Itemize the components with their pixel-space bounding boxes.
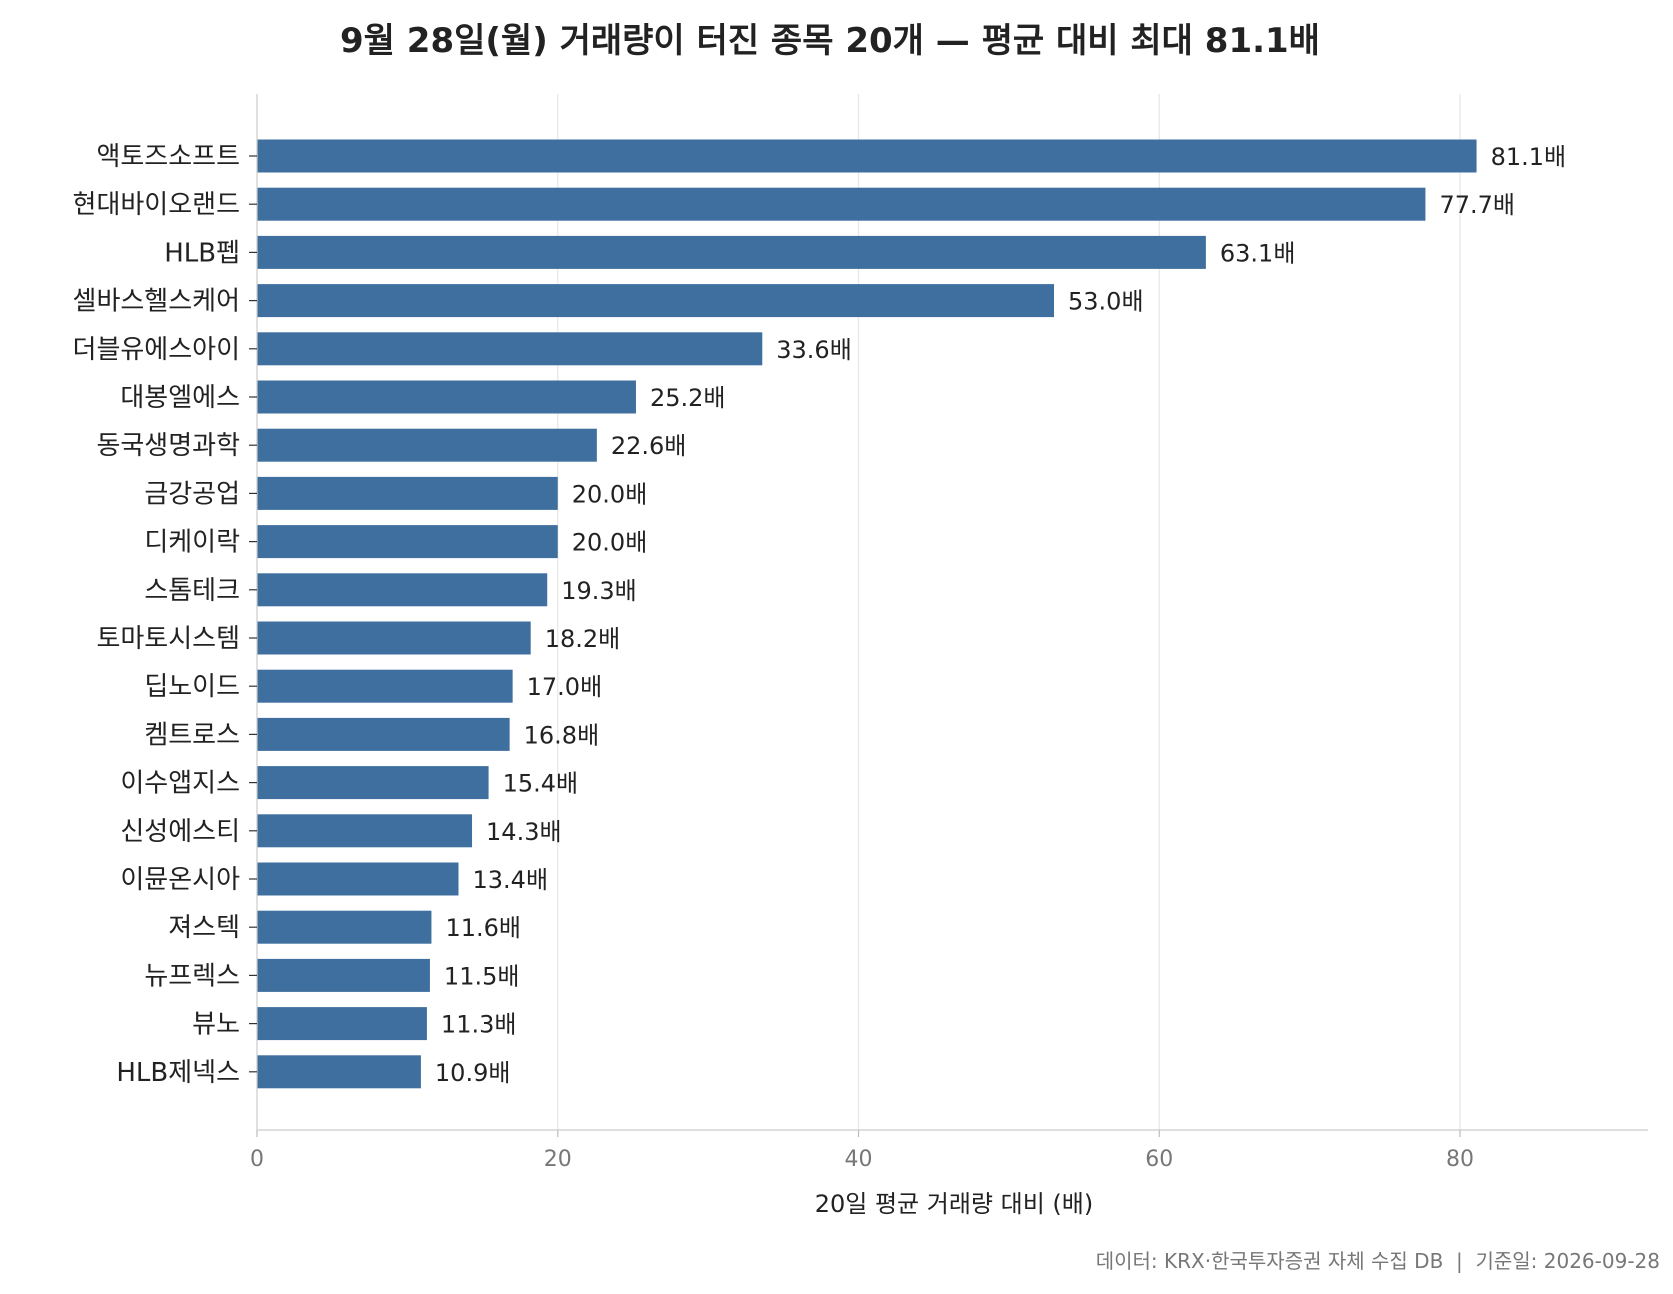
- category-label: 져스텍: [168, 913, 240, 943]
- chart-title: 9월 28일(월) 거래량이 터진 종목 20개 — 평균 대비 최대 81.1…: [340, 21, 1320, 61]
- category-label: 켐트로스: [144, 720, 240, 750]
- value-label: 15.4배: [503, 770, 579, 798]
- value-label: 33.6배: [776, 336, 852, 364]
- value-label: 77.7배: [1439, 191, 1515, 219]
- value-label: 19.3배: [561, 577, 637, 605]
- category-label: HLB펩: [164, 238, 240, 268]
- category-label: HLB제넥스: [116, 1058, 240, 1088]
- bar: [257, 669, 513, 703]
- category-label: 디케이락: [144, 528, 240, 558]
- category-label: 이수앱지스: [120, 769, 240, 799]
- x-tick-label: 0: [250, 1147, 264, 1172]
- bars: [257, 139, 1477, 1089]
- value-label: 63.1배: [1220, 239, 1296, 267]
- category-label: 이뮨온시아: [120, 865, 240, 895]
- category-label: 뉴프렉스: [144, 961, 240, 991]
- value-label: 13.4배: [473, 866, 549, 894]
- value-label: 20.0배: [572, 480, 648, 508]
- value-label: 14.3배: [486, 818, 562, 846]
- bar: [257, 139, 1477, 173]
- value-label: 11.6배: [445, 914, 521, 942]
- category-label: 액토즈소프트: [96, 142, 240, 172]
- value-label: 16.8배: [524, 721, 600, 749]
- bar: [257, 573, 548, 607]
- value-label: 18.2배: [545, 625, 621, 653]
- value-label: 25.2배: [650, 384, 726, 412]
- x-tick-label: 40: [845, 1147, 873, 1172]
- bar: [257, 1007, 427, 1041]
- bar: [257, 332, 763, 366]
- value-label: 20.0배: [572, 529, 648, 557]
- value-label: 11.3배: [441, 1011, 517, 1039]
- category-label: 뷰노: [192, 1010, 240, 1040]
- value-label: 22.6배: [611, 432, 687, 460]
- bar: [257, 235, 1206, 269]
- bar: [257, 910, 432, 944]
- bar: [257, 187, 1426, 221]
- value-label: 17.0배: [527, 673, 603, 701]
- category-label: 더블유에스아이: [73, 335, 240, 365]
- axes: 0 20 40 60 80: [249, 94, 1648, 1172]
- value-label: 10.9배: [435, 1059, 511, 1087]
- x-axis-title: 20일 평균 거래량 대비 (배): [815, 1190, 1094, 1218]
- data-source-footnote: 데이터: KRX·한국투자증권 자체 수집 DB | 기준일: 2026-09-…: [1096, 1249, 1660, 1273]
- category-label: 금강공업: [144, 479, 240, 509]
- bar: [257, 428, 597, 462]
- bar: [257, 284, 1055, 318]
- bar: [257, 958, 430, 992]
- bar: [257, 525, 558, 559]
- category-label: 스톰테크: [144, 576, 240, 606]
- x-tick-label: 80: [1446, 1147, 1474, 1172]
- bar: [257, 814, 473, 848]
- category-label: 셀바스헬스케어: [73, 287, 240, 317]
- value-label: 53.0배: [1068, 288, 1144, 316]
- category-label: 딥노이드: [144, 672, 240, 702]
- category-label: 대봉엘에스: [120, 383, 240, 413]
- category-label: 신성에스티: [120, 817, 240, 847]
- category-label: 현대바이오랜드: [73, 190, 240, 220]
- value-label: 11.5배: [444, 962, 520, 990]
- x-tick-label: 20: [544, 1147, 572, 1172]
- bar: [257, 862, 459, 896]
- category-label: 토마토시스템: [96, 624, 240, 654]
- category-label: 동국생명과학: [96, 431, 240, 461]
- x-tick-label: 60: [1145, 1147, 1173, 1172]
- bar: [257, 717, 510, 751]
- value-label: 81.1배: [1491, 143, 1567, 171]
- bar: [257, 766, 489, 800]
- bar: [257, 476, 558, 510]
- bar: [257, 380, 636, 414]
- bar: [257, 1055, 421, 1089]
- bar: [257, 621, 531, 655]
